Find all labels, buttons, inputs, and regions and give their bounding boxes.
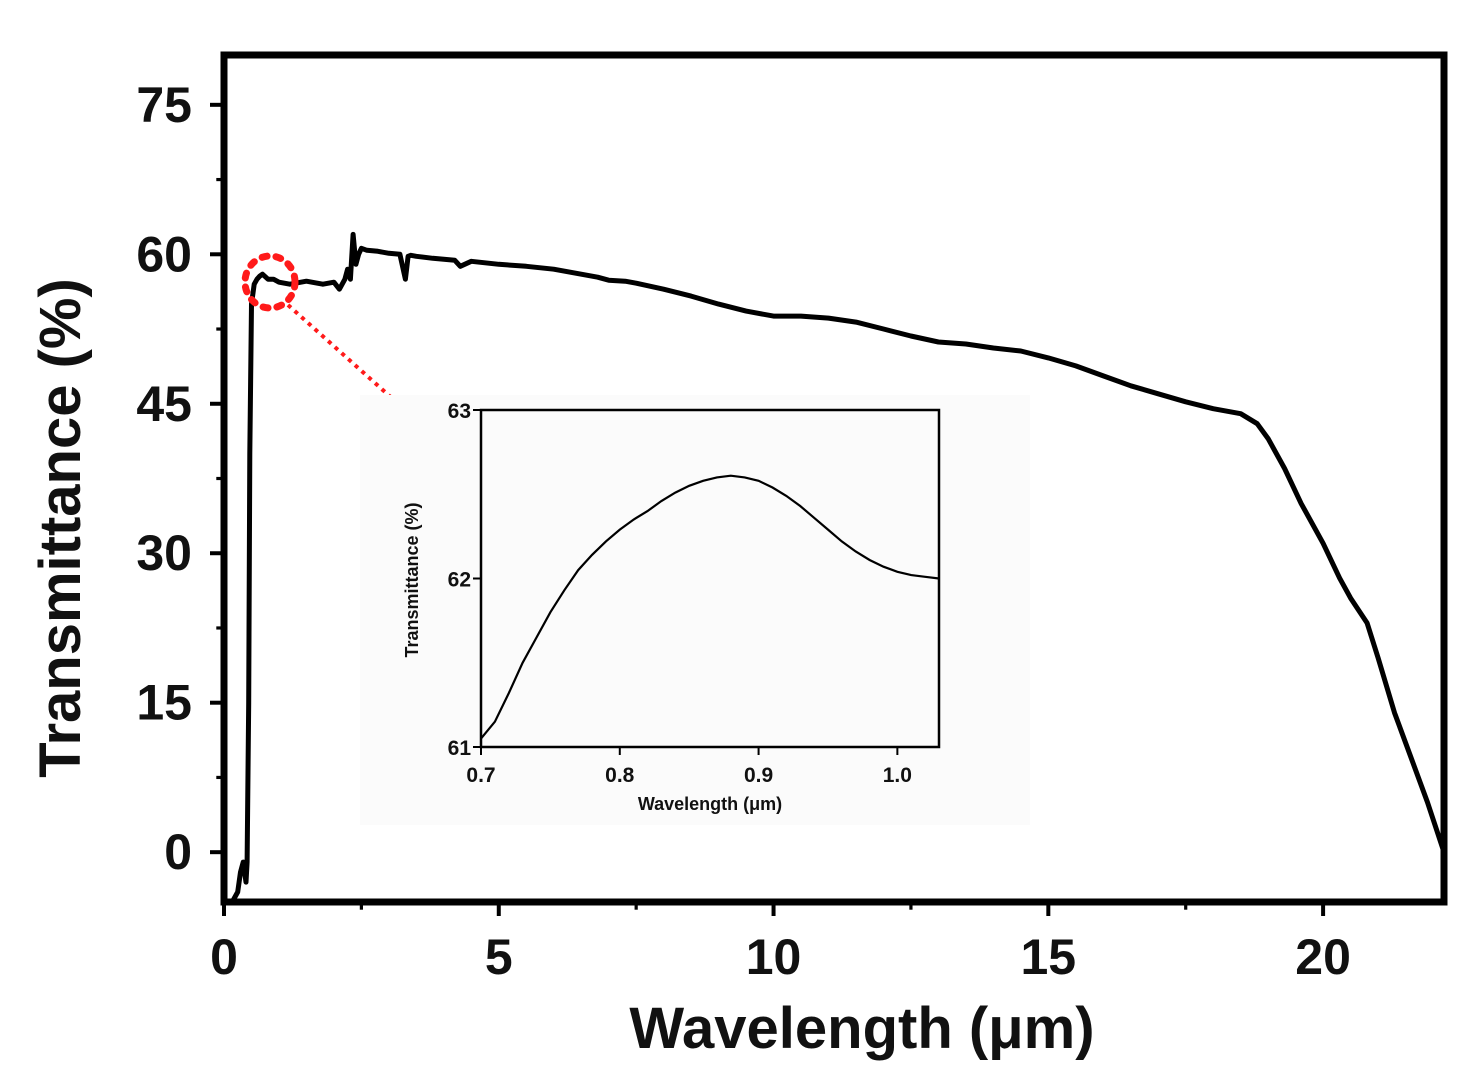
- main-x-tick-label: 15: [1021, 929, 1077, 985]
- highlight-arrow: [286, 303, 464, 463]
- inset-y-axis-label: Transmittance (%): [402, 502, 422, 657]
- inset-background: [360, 395, 1030, 825]
- main-y-tick-label: 45: [136, 376, 192, 432]
- inset-y-tick-label: 62: [448, 569, 471, 592]
- inset-x-axis-label: Wavelength (μm): [638, 794, 782, 814]
- inset-x-ticks: [480, 747, 899, 755]
- inset-x-tick-label: 0.9: [744, 764, 773, 787]
- inset-x-tick-labels: 0.7 0.8 0.9 1.0: [466, 764, 912, 787]
- inset-x-tick-label: 1.0: [883, 764, 912, 787]
- inset-chart: 61 62 63 0.7 0.8 0.9 1.0 Wavelength (μm) Tran…: [360, 395, 1030, 825]
- main-y-tick-label: 15: [136, 675, 192, 731]
- main-series-line: [230, 231, 1447, 904]
- highlight-circle: [241, 252, 299, 312]
- main-y-tick-labels: 0 15 30 45 60 75: [136, 77, 192, 880]
- main-x-tick-label: 10: [746, 929, 802, 985]
- main-x-tick-label: 20: [1295, 929, 1351, 985]
- inset-x-tick-label: 0.7: [466, 764, 495, 787]
- main-x-axis-label: Wavelength (μm): [629, 996, 1094, 1061]
- main-y-tick-label: 0: [164, 824, 192, 880]
- main-x-tick-label: 0: [210, 929, 238, 985]
- zoom-highlight: [241, 252, 464, 463]
- main-x-tick-label: 5: [485, 929, 513, 985]
- main-y-ticks: [210, 102, 224, 855]
- main-chart: 0 15 30 45 60 75 0 5 10 15 20 Wavelength (μm) Tra…: [28, 51, 1448, 1061]
- main-x-tick-labels: 0 5 10 15 20: [210, 929, 1351, 985]
- main-y-tick-label: 75: [136, 77, 192, 133]
- inset-y-tick-labels: 61 62 63: [448, 400, 472, 760]
- inset-y-tick-label: 63: [448, 400, 471, 423]
- main-y-tick-label: 60: [136, 226, 192, 282]
- main-y-axis-label: Transmittance (%): [28, 278, 93, 778]
- inset-y-tick-label: 61: [448, 737, 472, 760]
- main-x-ticks: [222, 902, 1326, 916]
- inset-y-ticks: [473, 409, 481, 748]
- inset-series-line: [480, 474, 940, 740]
- inset-x-tick-label: 0.8: [605, 764, 635, 787]
- main-y-tick-label: 30: [136, 525, 192, 581]
